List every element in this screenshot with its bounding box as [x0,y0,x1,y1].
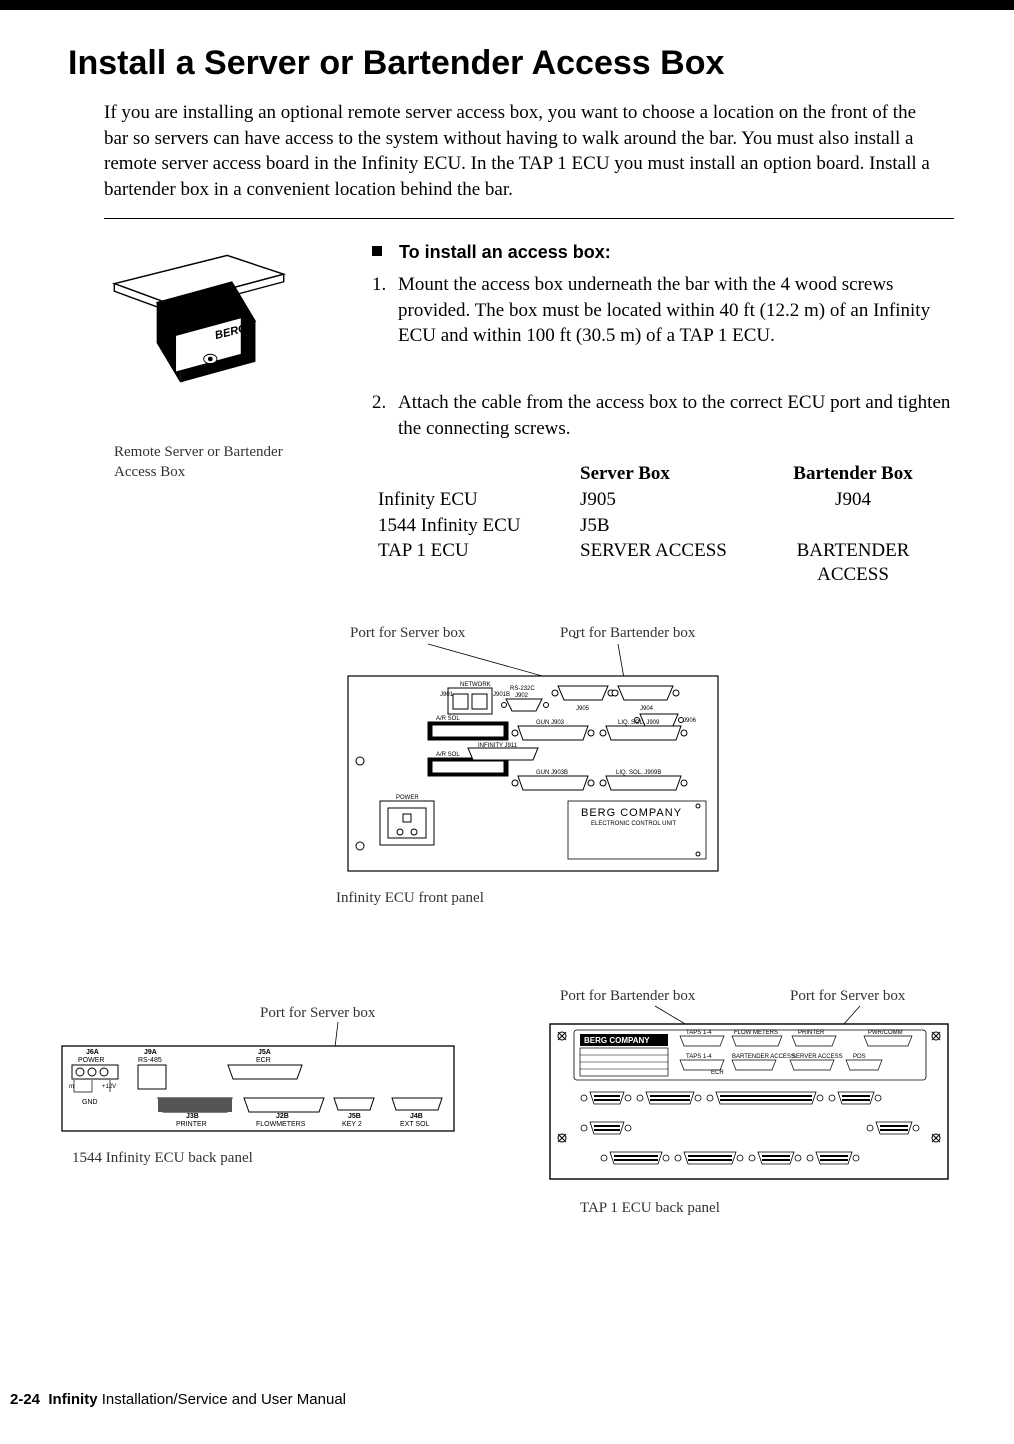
svg-text:J901: J901 [440,692,454,698]
label-tap1-panel: TAP 1 ECU back panel [580,1200,720,1217]
table-header-blank [374,462,574,486]
table-cell: Infinity ECU [374,488,574,512]
table-row: Infinity ECU J905 J904 [374,488,938,512]
svg-text:ECR: ECR [256,1057,271,1064]
svg-text:J6A: J6A [86,1049,99,1056]
step-2: 2. Attach the cable from the access box … [372,390,962,441]
svg-text:+12V: +12V [102,1084,116,1090]
procedure-heading: To install an access box: [372,242,611,263]
svg-text:POWER: POWER [396,795,419,801]
svg-text:PWR/COMM: PWR/COMM [868,1030,903,1036]
svg-text:KEY 2: KEY 2 [342,1121,362,1128]
table-cell: J5B [576,514,766,538]
svg-text:POS: POS [853,1054,866,1060]
svg-text:POWER: POWER [78,1057,104,1064]
svg-text:LIQ. SOL. J909B: LIQ. SOL. J909B [616,770,661,776]
footer-title-bold: Infinity [48,1391,97,1408]
svg-text:EXT SOL: EXT SOL [400,1121,430,1128]
svg-text:GUN J903: GUN J903 [536,720,565,726]
page-title: Install a Server or Bartender Access Box [68,44,724,83]
svg-text:INFINITY J911: INFINITY J911 [478,743,518,749]
svg-text:ELECTRONIC CONTROL UNIT: ELECTRONIC CONTROL UNIT [591,821,676,827]
step-1-text: Mount the access box underneath the bar … [398,272,962,349]
svg-text:BERG COMPANY: BERG COMPANY [581,807,682,819]
step-1-number: 1. [372,272,386,298]
ecu-port-table: Server Box Bartender Box Infinity ECU J9… [372,460,940,589]
svg-text:FLOW METERS: FLOW METERS [734,1030,778,1036]
infinity-ecu-front-panel-diagram: NETWORK J901 J901B RS-232C J902 J905 J90… [318,636,748,896]
table-cell [768,514,938,538]
svg-text:A/R SOL: A/R SOL [436,716,460,722]
svg-text:RS-485: RS-485 [138,1057,162,1064]
svg-text:J904: J904 [640,706,654,712]
table-row: 1544 Infinity ECU J5B [374,514,938,538]
svg-text:GND: GND [82,1099,98,1106]
tap1-ecu-back-panel-diagram: BERG COMPANY TAPS 1-4 FLOW METERS PRINTE… [540,1000,960,1200]
table-cell: J904 [768,488,938,512]
svg-text:RS-232C: RS-232C [510,686,535,692]
svg-text:ECR: ECR [711,1070,724,1076]
svg-text:A/R SOL: A/R SOL [436,752,460,758]
svg-text:NETWORK: NETWORK [460,682,491,688]
1544-ecu-back-panel-diagram: J6A POWER m +12V GND J9A RS-485 J5A ECR … [58,1016,458,1156]
square-bullet-icon [372,246,382,256]
table-header-server: Server Box [576,462,766,486]
step-2-text: Attach the cable from the access box to … [398,390,962,441]
svg-text:J2B: J2B [276,1113,289,1120]
svg-text:J5A: J5A [258,1049,271,1056]
table-header-bartender: Bartender Box [768,462,938,486]
svg-text:SERVER ACCESS: SERVER ACCESS [792,1054,843,1060]
label-1544-panel: 1544 Infinity ECU back panel [72,1150,253,1167]
svg-text:BARTENDER ACCESS: BARTENDER ACCESS [732,1054,795,1060]
access-box-caption: Remote Server or Bartender Access Box [114,442,284,483]
step-2-number: 2. [372,390,386,416]
svg-text:J5B: J5B [348,1113,361,1120]
svg-text:FLOWMETERS: FLOWMETERS [256,1121,306,1128]
svg-text:J902: J902 [515,693,529,699]
step-1: 1. Mount the access box underneath the b… [372,272,962,349]
svg-text:BERG COMPANY: BERG COMPANY [584,1036,650,1045]
intro-paragraph: If you are installing an optional remote… [104,100,944,203]
table-cell: TAP 1 ECU [374,539,574,587]
svg-text:m: m [69,1084,74,1090]
label-infinity-panel: Infinity ECU front panel [336,890,484,907]
svg-text:TAPS 1-4: TAPS 1-4 [686,1030,712,1036]
svg-text:TAPS 1-4: TAPS 1-4 [686,1054,712,1060]
table-row: TAP 1 ECU SERVER ACCESS BARTENDER ACCESS [374,539,938,587]
svg-text:J3B: J3B [186,1113,199,1120]
access-box-illustration: BERG [104,246,294,406]
svg-text:PRINTER: PRINTER [798,1030,825,1036]
svg-text:LIQ. SOL. J909: LIQ. SOL. J909 [618,720,660,726]
svg-text:J905: J905 [576,706,590,712]
table-cell: SERVER ACCESS [576,539,766,587]
svg-text:J906: J906 [683,718,697,724]
svg-text:PRINTER: PRINTER [176,1121,207,1128]
svg-text:J901B: J901B [493,692,510,698]
top-black-bar [0,0,1014,10]
table-cell: BARTENDER ACCESS [768,539,938,587]
table-cell: J905 [576,488,766,512]
procedure-heading-text: To install an access box: [399,242,611,262]
svg-text:J4B: J4B [410,1113,423,1120]
svg-text:GUN J903B: GUN J903B [536,770,568,776]
horizontal-rule [104,218,954,219]
page-footer: 2-24 Infinity Installation/Service and U… [10,1391,346,1408]
svg-text:J9A: J9A [144,1049,157,1056]
table-cell: 1544 Infinity ECU [374,514,574,538]
footer-page-number: 2-24 [10,1391,40,1408]
footer-title-rest: Installation/Service and User Manual [98,1391,346,1408]
